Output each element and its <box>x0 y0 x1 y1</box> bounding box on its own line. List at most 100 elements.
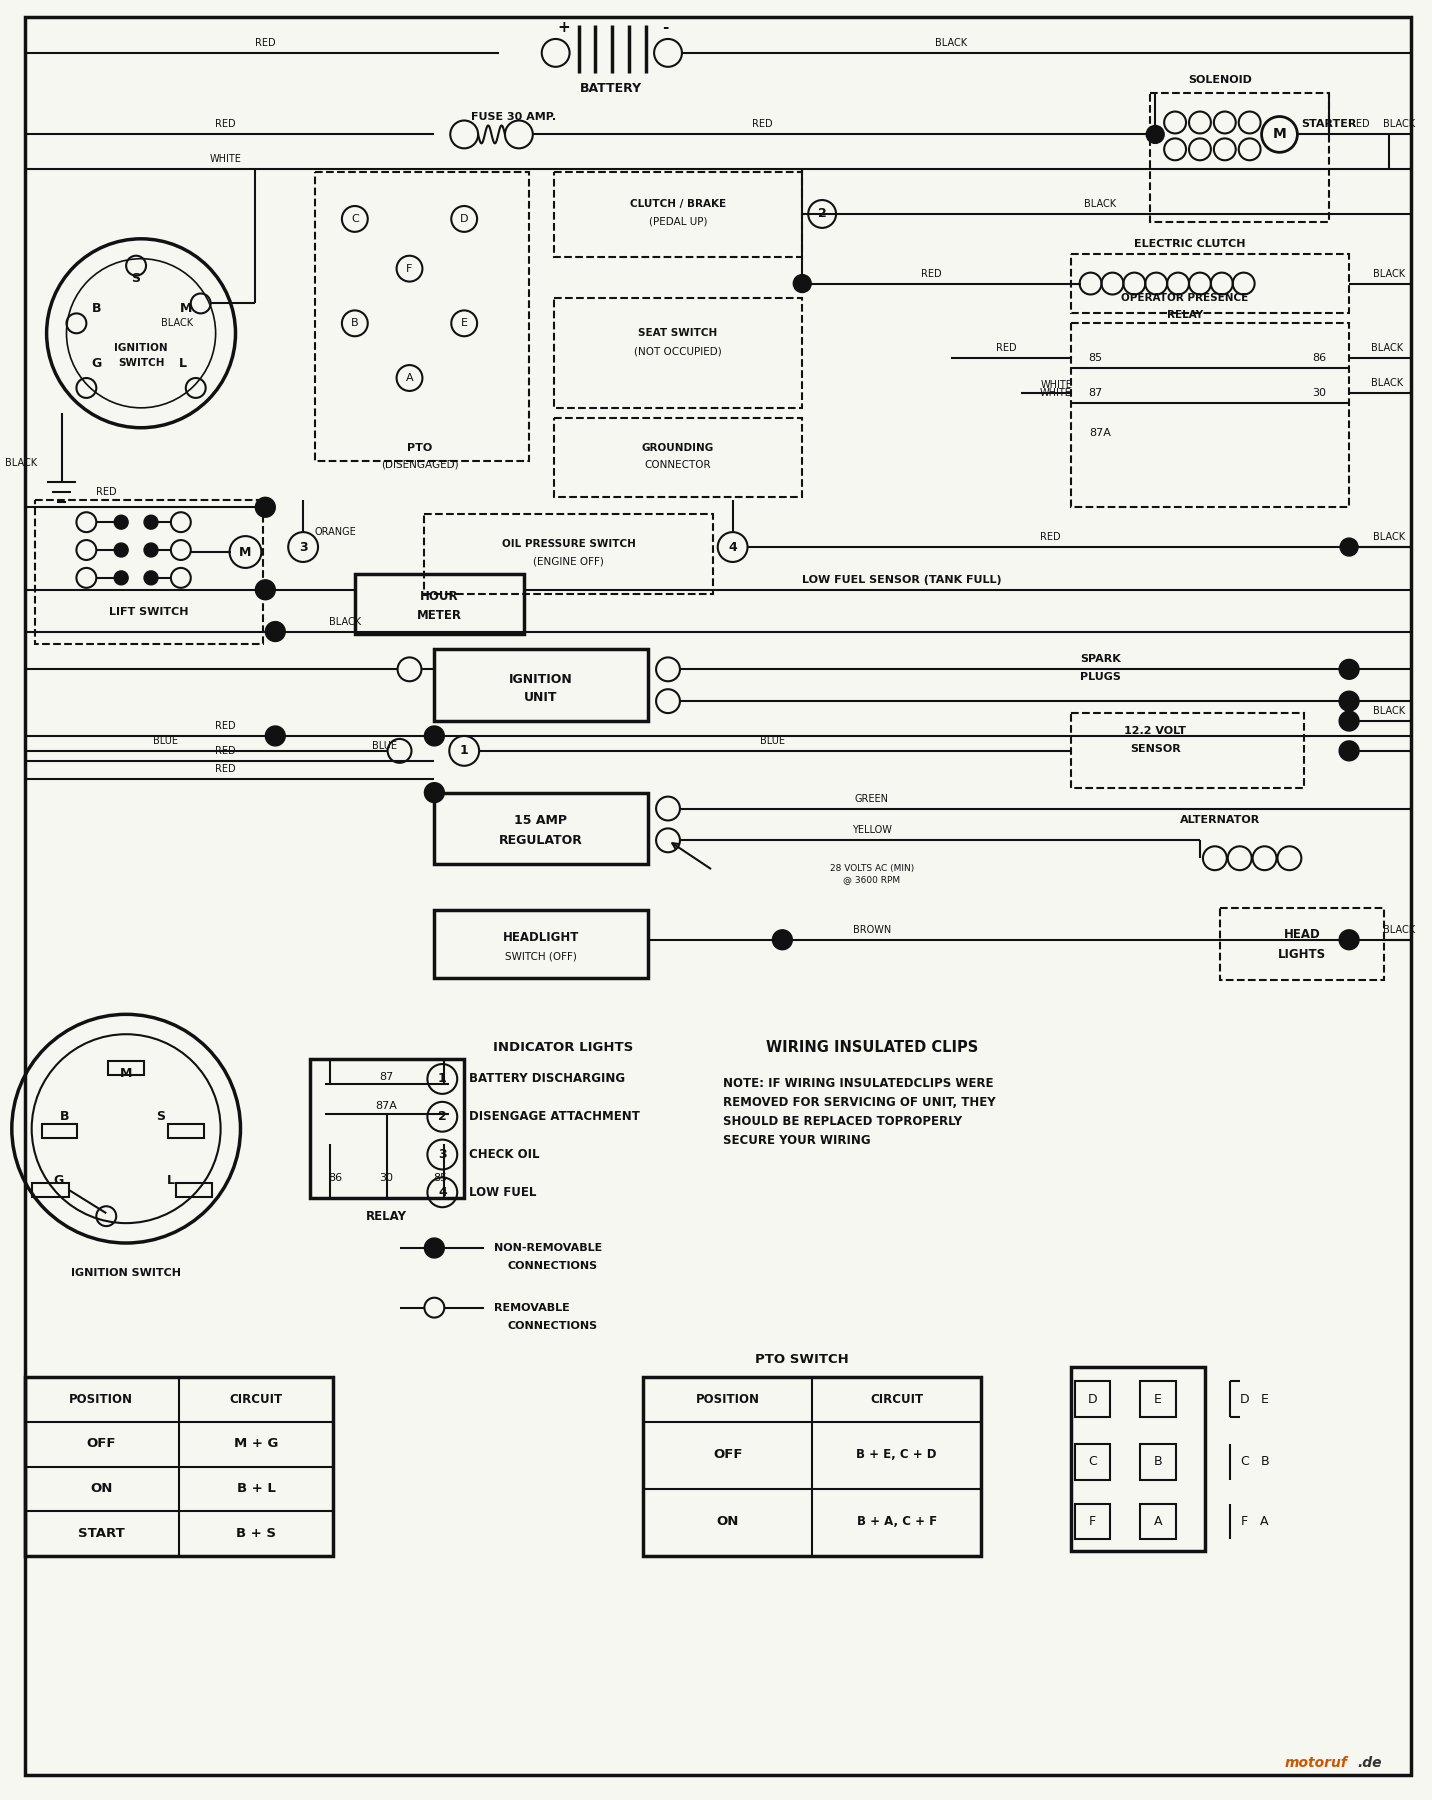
Bar <box>1074 1381 1110 1417</box>
Text: RED: RED <box>921 268 942 279</box>
Text: BLUE: BLUE <box>372 742 397 751</box>
Text: RED: RED <box>255 38 275 49</box>
Text: CONNECTIONS: CONNECTIONS <box>508 1321 599 1330</box>
Text: 86: 86 <box>328 1174 342 1183</box>
Text: RED: RED <box>1041 533 1061 542</box>
Circle shape <box>265 725 285 745</box>
Text: 85: 85 <box>1088 353 1103 364</box>
Text: SOLENOID: SOLENOID <box>1189 76 1252 85</box>
Text: RED: RED <box>215 722 236 731</box>
Text: BLACK: BLACK <box>935 38 968 49</box>
Text: GROUNDING: GROUNDING <box>642 443 715 452</box>
Bar <box>554 418 802 497</box>
Text: motoruf: motoruf <box>1285 1757 1348 1769</box>
Bar <box>1071 713 1305 788</box>
Bar <box>1220 907 1383 979</box>
Text: S: S <box>132 272 140 284</box>
Text: C: C <box>1240 1454 1249 1469</box>
Text: BATTERY DISCHARGING: BATTERY DISCHARGING <box>470 1073 626 1085</box>
Text: BATTERY: BATTERY <box>580 83 643 95</box>
Bar <box>34 500 263 644</box>
Circle shape <box>115 544 127 556</box>
Text: IGNITION: IGNITION <box>115 344 168 353</box>
Circle shape <box>265 621 285 641</box>
Text: 3: 3 <box>438 1148 447 1161</box>
Text: B: B <box>351 319 358 328</box>
Text: RED: RED <box>215 745 236 756</box>
Circle shape <box>255 497 275 517</box>
Text: 2: 2 <box>438 1111 447 1123</box>
Text: ON: ON <box>90 1481 113 1496</box>
Text: CONNECTOR: CONNECTOR <box>644 459 712 470</box>
Text: M: M <box>120 1067 132 1080</box>
Text: L: L <box>179 356 186 369</box>
Text: POSITION: POSITION <box>696 1393 759 1406</box>
Text: CLUTCH / BRAKE: CLUTCH / BRAKE <box>630 200 726 209</box>
Text: B: B <box>1154 1454 1163 1469</box>
Text: INDICATOR LIGHTS: INDICATOR LIGHTS <box>494 1040 634 1053</box>
Text: BLACK: BLACK <box>1383 925 1415 934</box>
Text: BLACK: BLACK <box>1383 119 1415 130</box>
Circle shape <box>145 544 158 556</box>
Bar <box>42 1123 77 1138</box>
Text: IGNITION: IGNITION <box>508 673 573 686</box>
Text: SPARK: SPARK <box>1080 655 1121 664</box>
Text: 4: 4 <box>729 540 737 554</box>
Bar <box>554 299 802 409</box>
Bar <box>434 650 649 722</box>
Text: B + S: B + S <box>236 1526 276 1539</box>
Text: LOW FUEL SENSOR (TANK FULL): LOW FUEL SENSOR (TANK FULL) <box>802 574 1001 585</box>
Text: B + A, C + F: B + A, C + F <box>856 1516 937 1528</box>
Text: S: S <box>156 1111 166 1123</box>
Circle shape <box>1146 126 1164 144</box>
Circle shape <box>1340 538 1358 556</box>
Text: F: F <box>1088 1516 1095 1528</box>
Text: ORANGE: ORANGE <box>314 527 355 536</box>
Bar <box>311 1058 464 1199</box>
Text: 1: 1 <box>438 1073 447 1085</box>
Text: BROWN: BROWN <box>852 925 891 934</box>
Text: OFF: OFF <box>86 1438 116 1451</box>
Text: 2: 2 <box>818 207 826 220</box>
Text: G: G <box>53 1174 63 1186</box>
Text: PLUGS: PLUGS <box>1080 671 1121 682</box>
Text: BLACK: BLACK <box>1373 268 1405 279</box>
Text: SEAT SWITCH: SEAT SWITCH <box>639 328 717 338</box>
Text: C: C <box>351 214 358 223</box>
Circle shape <box>424 1238 444 1258</box>
Text: G: G <box>92 356 102 369</box>
Circle shape <box>145 515 158 529</box>
Circle shape <box>772 931 792 950</box>
Bar <box>1074 1444 1110 1480</box>
Text: 87A: 87A <box>1090 428 1111 437</box>
Bar <box>176 1183 212 1197</box>
Text: BLACK: BLACK <box>160 319 193 328</box>
Text: BLACK: BLACK <box>329 617 361 626</box>
Circle shape <box>1339 711 1359 731</box>
Text: BLACK: BLACK <box>1373 533 1405 542</box>
Text: START: START <box>77 1526 125 1539</box>
Text: BLACK: BLACK <box>1370 344 1403 353</box>
Text: A: A <box>1260 1516 1269 1528</box>
Text: B: B <box>92 302 102 315</box>
Text: B: B <box>1260 1454 1269 1469</box>
Text: (NOT OCCUPIED): (NOT OCCUPIED) <box>634 346 722 356</box>
Text: M: M <box>1273 128 1286 142</box>
Bar <box>1140 1444 1176 1480</box>
Text: OPERATOR PRESENCE: OPERATOR PRESENCE <box>1121 293 1249 304</box>
Bar <box>1140 1381 1176 1417</box>
Text: A: A <box>405 373 414 383</box>
Text: 28 VOLTS AC (MIN): 28 VOLTS AC (MIN) <box>829 864 914 873</box>
Text: SWITCH: SWITCH <box>117 358 165 369</box>
Text: YELLOW: YELLOW <box>852 826 892 835</box>
Circle shape <box>424 725 444 745</box>
Text: D: D <box>460 214 468 223</box>
Text: WHITE: WHITE <box>1041 380 1073 391</box>
Text: 86: 86 <box>1312 353 1326 364</box>
Text: POSITION: POSITION <box>69 1393 133 1406</box>
Text: ELECTRIC CLUTCH: ELECTRIC CLUTCH <box>1134 239 1246 248</box>
Text: RED: RED <box>96 488 116 497</box>
Text: (ENGINE OFF): (ENGINE OFF) <box>533 556 604 567</box>
Text: FUSE 30 AMP.: FUSE 30 AMP. <box>471 112 557 122</box>
Text: 12.2 VOLT: 12.2 VOLT <box>1124 725 1186 736</box>
